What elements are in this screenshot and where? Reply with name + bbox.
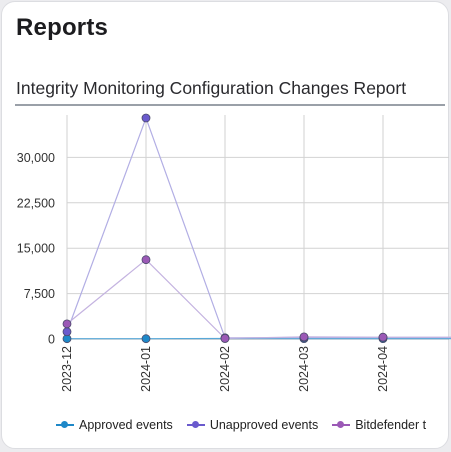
data-point	[299, 332, 309, 342]
y-tick-label: 30,000	[17, 151, 55, 165]
chart-legend: Approved events Unapproved events Bitdefen…	[56, 417, 440, 433]
series-line	[66, 116, 451, 339]
legend-item[interactable]: Bitdefender t	[332, 418, 426, 432]
title-divider	[15, 104, 445, 106]
legend-label: Bitdefender t	[355, 418, 427, 432]
legend-swatch-icon	[56, 420, 74, 430]
x-tick-label: 2024-02	[218, 346, 232, 392]
legend-item[interactable]: Unapproved events	[186, 418, 319, 432]
y-tick-label: 7,500	[24, 287, 55, 301]
legend-swatch-icon	[332, 420, 351, 430]
y-tick-label: 0	[48, 333, 55, 347]
legend-label: Approved events	[79, 418, 173, 432]
x-tick-label: 2023-12	[60, 346, 74, 392]
data-point	[220, 333, 230, 343]
data-point	[62, 327, 72, 337]
y-tick-label: 22,500	[17, 196, 55, 210]
data-point	[378, 332, 388, 342]
data-point	[62, 319, 72, 329]
legend-item[interactable]: Approved events	[56, 418, 173, 432]
data-point	[141, 113, 151, 123]
x-tick-label: 2024-03	[297, 346, 311, 392]
legend-swatch-icon	[186, 420, 205, 430]
y-tick-label: 15,000	[17, 242, 55, 256]
x-tick-label: 2024-04	[376, 346, 390, 392]
series-line	[66, 258, 451, 339]
x-tick-label: 2024-01	[139, 346, 153, 392]
legend-label: Unapproved events	[209, 418, 319, 432]
report-title: Integrity Monitoring Configuration Chang…	[16, 78, 407, 98]
data-point	[141, 334, 151, 344]
page-title: Reports	[16, 14, 109, 41]
data-point	[141, 255, 151, 265]
